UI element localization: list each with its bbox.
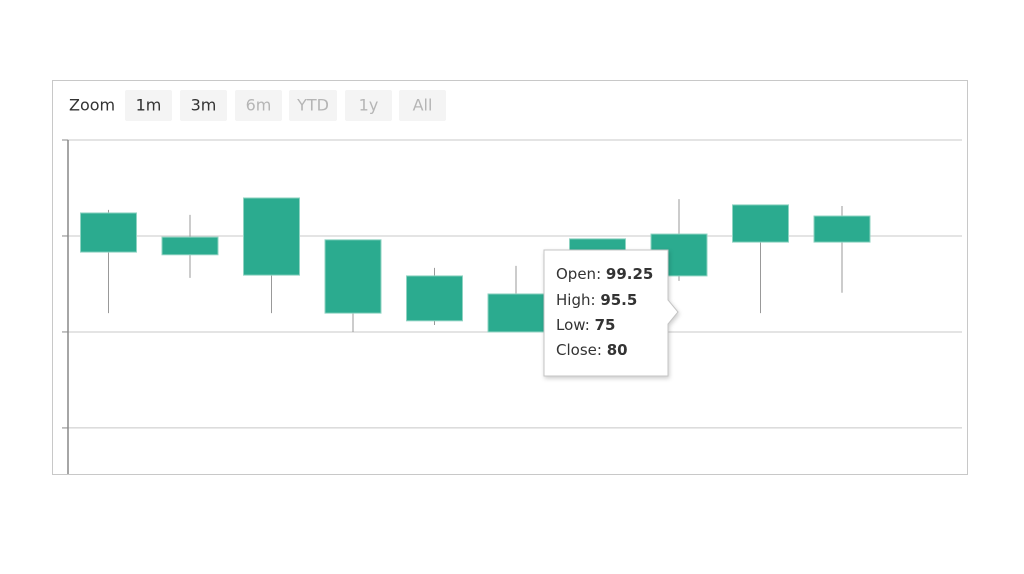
tooltip-label: High:: [556, 291, 596, 309]
candle-body: [324, 239, 382, 314]
candle-body: [732, 204, 789, 243]
tooltip-line: Low: 75: [556, 316, 615, 334]
zoom-button[interactable]: 1m: [125, 90, 172, 121]
tooltip-line: Open: 99.25: [556, 265, 653, 283]
candle-body: [813, 215, 871, 243]
tooltip-line: Close: 80: [556, 341, 628, 359]
zoom-button-label: 3m: [191, 96, 217, 115]
tooltip-value: 80: [607, 341, 628, 359]
tooltip-label: Close:: [556, 341, 602, 359]
zoom-button-label: 6m: [246, 96, 272, 115]
zoom-button-label: 1m: [136, 96, 162, 115]
candle-body: [161, 236, 219, 256]
zoom-button: 1y: [345, 90, 392, 121]
tooltip-value: 75: [595, 316, 616, 334]
tooltip-line: High: 95.5: [556, 291, 637, 309]
zoom-button-bg: [235, 90, 282, 121]
candle-body: [487, 293, 545, 333]
zoom-button[interactable]: 3m: [180, 90, 227, 121]
candle-body: [243, 197, 300, 276]
zoom-button: All: [399, 90, 446, 121]
tooltip-label: Open:: [556, 265, 601, 283]
tooltip: Open: 99.25 High: 95.5 Low: 75 Close: 80: [543, 249, 679, 377]
candle-body: [406, 275, 463, 322]
zoom-button: YTD: [289, 90, 337, 121]
zoom-button-bg: [345, 90, 392, 121]
zoom-button-label: All: [413, 96, 433, 115]
candle-body: [80, 212, 137, 253]
zoom-button-bg: [180, 90, 227, 121]
zoom-button-bg: [289, 90, 337, 121]
zoom-button-label: YTD: [296, 96, 329, 115]
tooltip-value: 99.25: [606, 265, 653, 283]
zoom-label: Zoom: [69, 96, 115, 115]
zoom-button-bg: [399, 90, 446, 121]
tooltip-box: [543, 249, 679, 377]
zoom-button-label: 1y: [359, 96, 379, 115]
tooltip-value: 95.5: [600, 291, 637, 309]
chart-frame: [52, 80, 968, 475]
zoom-button: 6m: [235, 90, 282, 121]
zoom-button-bg: [125, 90, 172, 121]
tooltip-label: Low:: [556, 316, 590, 334]
